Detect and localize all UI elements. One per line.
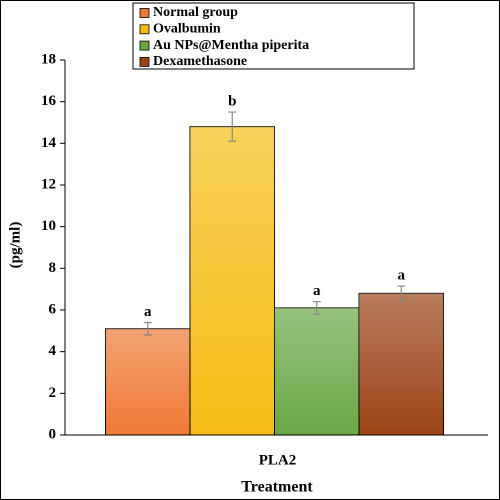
legend-label: Ovalbumin bbox=[153, 22, 221, 37]
significance-label: a bbox=[398, 267, 406, 283]
legend-swatch bbox=[139, 8, 150, 18]
legend-box bbox=[132, 2, 415, 70]
significance-label: a bbox=[313, 283, 321, 299]
legend-label: Au NPs@Mentha piperita bbox=[153, 38, 309, 53]
legend-swatch bbox=[139, 24, 150, 35]
y-tick-label: 12 bbox=[41, 176, 56, 192]
bar-shade bbox=[190, 126, 275, 436]
y-tick-label: 4 bbox=[49, 343, 57, 359]
bar-shade bbox=[274, 307, 359, 435]
y-tick-label: 16 bbox=[41, 93, 57, 109]
legend-swatch bbox=[139, 40, 150, 51]
significance-label: b bbox=[228, 94, 236, 110]
bar-shade bbox=[105, 328, 190, 435]
x-axis-title: Treatment bbox=[241, 479, 313, 496]
legend-swatch bbox=[139, 57, 150, 67]
y-tick-label: 18 bbox=[41, 51, 56, 67]
y-tick-label: 2 bbox=[49, 385, 57, 401]
significance-label: a bbox=[144, 304, 152, 320]
y-tick-label: 14 bbox=[41, 135, 57, 151]
y-tick-label: 6 bbox=[49, 301, 57, 317]
legend-label: Normal group bbox=[153, 5, 238, 20]
x-tick-label: PLA2 bbox=[259, 452, 297, 468]
y-tick-label: 10 bbox=[41, 218, 56, 234]
error-bar bbox=[312, 301, 321, 315]
y-tick-label: 8 bbox=[49, 260, 57, 276]
y-axis-title: (pg/ml) bbox=[7, 222, 23, 269]
y-tick-label: 0 bbox=[49, 426, 57, 442]
error-bar bbox=[143, 321, 152, 336]
error-bar bbox=[228, 111, 237, 142]
legend-label: Dexamethasone bbox=[153, 54, 247, 69]
bar-shade bbox=[359, 293, 444, 435]
error-bar bbox=[397, 285, 406, 302]
